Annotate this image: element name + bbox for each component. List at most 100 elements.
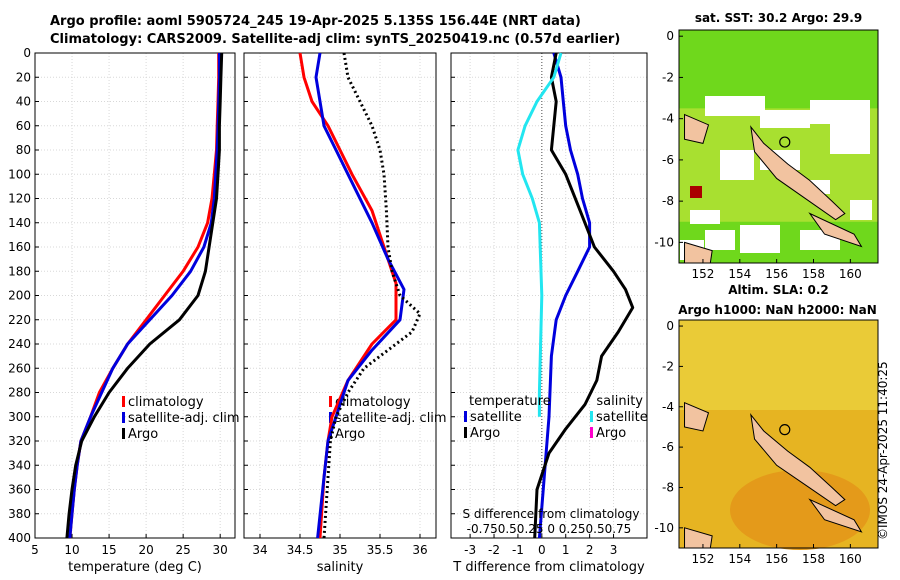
- y-tick-label: 300: [8, 410, 31, 424]
- x-tick-label: 3: [610, 543, 618, 557]
- map-y-tick-label: -6: [662, 440, 674, 454]
- y-tick-label: 260: [8, 361, 31, 375]
- legend-label: Argo: [128, 427, 158, 442]
- map-x-tick-label: 156: [765, 552, 788, 566]
- x-tick-label: 5: [31, 543, 39, 557]
- cloud-gap: [760, 110, 810, 128]
- argo-location-marker: [779, 424, 791, 436]
- x-tick-label: 35: [332, 543, 347, 557]
- x-tick-label: 34.5: [287, 543, 314, 557]
- map-x-tick-label: 160: [839, 267, 862, 281]
- sla-high: [730, 470, 870, 550]
- y-tick-label: 220: [8, 313, 31, 327]
- cloud-gap: [720, 150, 754, 180]
- legend-label: satellite-adj. clim: [128, 411, 240, 426]
- map-y-tick-label: -8: [662, 480, 674, 494]
- legend-label: satellite-adj. clim: [335, 411, 447, 426]
- map-frame: [678, 319, 879, 549]
- map-title: Altim. SLA: 0.2: [728, 283, 829, 297]
- sla-field-band: [679, 320, 878, 410]
- y-tick-label: 200: [8, 289, 31, 303]
- map-y-tick-label: -4: [662, 112, 674, 126]
- series-line-temperature-satellite: [537, 52, 592, 539]
- legend-label: Argo: [596, 426, 626, 441]
- map-title: sat. SST: 30.2 Argo: 29.9: [695, 11, 862, 25]
- x-tick-label: 0: [538, 543, 546, 557]
- y-tick-label: 120: [8, 192, 31, 206]
- map-x-tick-label: 158: [802, 267, 825, 281]
- profile-panel-1: 5 10 15 20 25 30 temperature (deg C) 0 20 40 60 80 1…: [8, 46, 240, 575]
- island-solomon: [808, 212, 863, 248]
- map-x-tick-label: 152: [692, 552, 715, 566]
- y-tick-label: 40: [16, 95, 31, 109]
- legend-swatch: [122, 428, 125, 439]
- island-bougainville: [750, 125, 846, 221]
- island-bougainville: [750, 413, 846, 507]
- argo-location-marker: [779, 136, 791, 148]
- x-tick-label: 1: [562, 543, 570, 557]
- y-tick-label: 240: [8, 337, 31, 351]
- y-tick-label: 280: [8, 386, 31, 400]
- legend-label: satellite: [470, 410, 522, 425]
- figure-title-line1: Argo profile: aoml 5905724_245 19-Apr-20…: [50, 14, 581, 29]
- map-y-tick-label: -8: [662, 194, 674, 208]
- series-line-satellite-adj-clim: [314, 52, 406, 539]
- y-tick-label: 400: [8, 531, 31, 545]
- cloud-gap: [740, 225, 780, 253]
- legend-label: climatology: [335, 395, 411, 410]
- map-y-tick-label: -10: [654, 521, 674, 535]
- map-y-tick-label: -4: [662, 400, 674, 414]
- cloud-gap: [705, 230, 735, 250]
- map-y-tick-label: -6: [662, 153, 674, 167]
- map-y-tick-label: 0: [666, 319, 674, 333]
- profile-panel-3: -3 -2 -1 0 1 2 3 T difference from climatology t…: [450, 52, 648, 575]
- series-line-salinity-satellite: [516, 52, 563, 417]
- x-tick-label: 2: [586, 543, 594, 557]
- legend-label: climatology: [128, 395, 204, 410]
- legend-swatch: [329, 396, 332, 407]
- legend-label: Argo: [470, 426, 500, 441]
- x-tick-label: 34: [252, 543, 267, 557]
- legend-heading-temperature: temperature: [469, 394, 551, 409]
- x-axis-label: temperature (deg C): [68, 560, 202, 575]
- map-x-tick-label: 156: [765, 267, 788, 281]
- map-y-tick-label: 0: [666, 29, 674, 43]
- island-new-britain: [684, 113, 710, 144]
- map-y-tick-label: -2: [662, 359, 674, 373]
- y-tick-label: 100: [8, 167, 31, 181]
- y-tick-label: 0: [23, 46, 31, 60]
- x-tick-label: 10: [64, 543, 79, 557]
- map-x-tick-label: 154: [728, 552, 751, 566]
- legend-label: Argo: [335, 427, 365, 442]
- x-tick-label: 36: [412, 543, 427, 557]
- cloud-gap: [830, 124, 870, 154]
- y-tick-label: 380: [8, 507, 31, 521]
- y-tick-label: 360: [8, 483, 31, 497]
- series-line-argo: [65, 52, 224, 539]
- figure-title-line2: Climatology: CARS2009. Satellite-adj cli…: [50, 32, 621, 47]
- y-tick-label: 320: [8, 434, 31, 448]
- y-tick-label: 60: [16, 119, 31, 133]
- x-axis-label: T difference from climatology: [452, 560, 645, 575]
- x-tick-label: 20: [138, 543, 153, 557]
- legend-label: satellite: [596, 410, 648, 425]
- y-tick-label: 160: [8, 240, 31, 254]
- map-x-tick-label: 158: [802, 552, 825, 566]
- top-axis-ticks: -0.750.50.25 0 0.250.50.75: [467, 522, 632, 536]
- map-y-tick-label: -10: [654, 235, 674, 249]
- legend-swatch: [590, 411, 593, 422]
- legend-swatch: [464, 411, 467, 422]
- legend-swatch: [122, 412, 125, 423]
- map-x-tick-label: 154: [728, 267, 751, 281]
- y-tick-label: 140: [8, 216, 31, 230]
- cloud-gap: [850, 200, 872, 220]
- x-tick-label: 30: [213, 543, 228, 557]
- map-x-tick-label: 152: [692, 267, 715, 281]
- sst-hot-pixel: [690, 186, 702, 198]
- x-tick-label: -3: [464, 543, 476, 557]
- profile-panel-2: 34 34.5 35 35.5 36 salinity: [243, 52, 437, 575]
- map-subtitle: Argo h1000: NaN h2000: NaN: [678, 303, 877, 317]
- y-tick-label: 80: [16, 143, 31, 157]
- map-panel-2: 152 154 156 158 160 0 -2 -4 -6 -8 -10 Altim. SLA: 0…: [654, 283, 879, 566]
